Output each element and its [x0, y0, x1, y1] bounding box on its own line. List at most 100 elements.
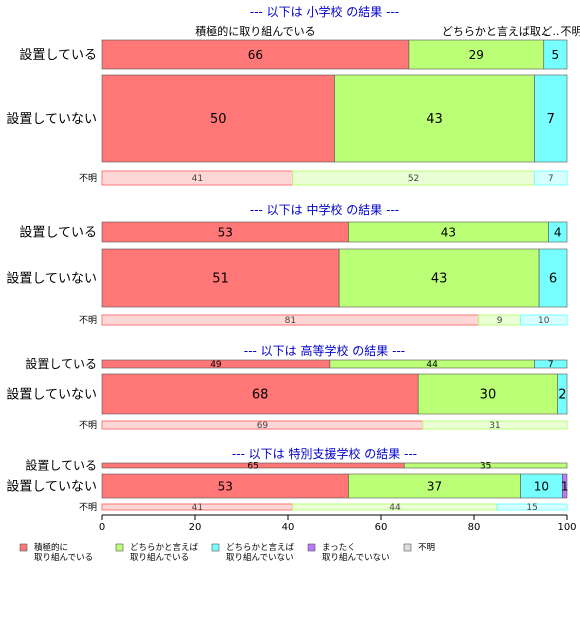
data-label: 30	[480, 388, 497, 403]
data-label: 7	[547, 112, 555, 127]
row-label: 設置していない	[6, 387, 97, 403]
bar-segment	[520, 473, 563, 499]
data-label: 53	[218, 479, 233, 493]
data-label: 41	[192, 174, 203, 184]
data-label: 15	[526, 503, 537, 513]
row-label: 設置している	[19, 225, 97, 241]
row-label: 不明	[79, 315, 97, 326]
panel-title-0: --- 以下は 小学校 の結果 ---	[250, 4, 399, 19]
legend-swatch	[403, 543, 412, 552]
bar-segment	[533, 170, 568, 186]
legend-label: 取り組んでいない	[322, 552, 390, 563]
bar-segment	[334, 74, 535, 163]
panel-title-1: --- 以下は 中学校 の結果 ---	[250, 202, 399, 217]
panel-title-3: --- 以下は 特別支援学校 の結果 ---	[232, 446, 417, 461]
data-label: 81	[285, 316, 296, 326]
legend-swatch	[115, 543, 124, 552]
row-label: 設置していない	[6, 271, 97, 287]
top-series-label: 不明..	[560, 25, 580, 38]
legend-label: 不明	[418, 543, 435, 553]
x-tick-label: 0	[99, 522, 105, 533]
bar-segment	[338, 248, 540, 308]
data-label: 68	[252, 388, 269, 403]
row-label: 設置している	[25, 458, 97, 473]
data-label: 44	[389, 503, 401, 513]
row-label: 設置していない	[6, 111, 97, 127]
data-label: 7	[548, 360, 554, 370]
bar-segment	[408, 39, 545, 70]
bar-segment-tint	[534, 171, 567, 185]
top-series-label: ど..	[541, 25, 559, 38]
data-label: 7	[548, 174, 554, 184]
data-label: 52	[408, 174, 419, 184]
data-label: 31	[489, 421, 500, 431]
bar-segment	[548, 221, 568, 243]
bar-segment-tint	[102, 315, 479, 325]
row-label: 不明	[79, 173, 97, 184]
bar-segment-tint	[292, 504, 498, 510]
data-label: 69	[257, 421, 269, 431]
data-label: 10	[534, 479, 549, 493]
data-label: 5	[552, 48, 560, 62]
bar-segment-tint	[292, 171, 535, 185]
x-tick-label: 80	[468, 522, 481, 533]
row-label: 設置している	[25, 356, 97, 371]
legend-label: 取り組んでいる	[130, 552, 189, 563]
bar-segment	[417, 373, 559, 415]
bar-segment	[534, 359, 568, 369]
bar-segment	[101, 373, 419, 415]
bar-segment	[422, 420, 568, 430]
bar-segment	[520, 314, 568, 326]
bar-segment-tint	[102, 421, 423, 429]
data-label: 66	[248, 48, 263, 62]
row-label: 不明	[79, 420, 97, 431]
x-tick-label: 20	[189, 522, 202, 533]
legend-swatch	[211, 543, 220, 552]
legend-label: まったく	[322, 543, 356, 553]
row-label: 設置していない	[6, 479, 97, 495]
bar-segment	[538, 248, 568, 308]
data-label: 49	[210, 360, 222, 370]
data-label: 51	[212, 272, 229, 287]
data-label: 43	[426, 112, 443, 127]
bar-segment-tint	[422, 421, 567, 429]
panel-title-2: --- 以下は 高等学校 の結果 ---	[244, 343, 405, 358]
bar-segment	[543, 39, 568, 70]
legend-swatch	[19, 543, 28, 552]
bar-segment	[348, 473, 521, 499]
x-tick-label: 100	[557, 522, 576, 533]
bar-segment-tint	[497, 504, 567, 510]
data-label: 43	[431, 272, 448, 287]
bar-segment	[101, 248, 340, 308]
bar-segment-tint	[102, 504, 293, 510]
x-tick-label: 60	[375, 522, 388, 533]
data-label: 41	[192, 503, 203, 513]
data-label: 43	[441, 225, 456, 239]
bar-segment	[557, 373, 568, 415]
bar-segment	[403, 462, 568, 469]
data-label: 2	[558, 388, 566, 403]
legend-label: 取り組んでいない	[226, 552, 294, 563]
data-label: 4	[554, 225, 562, 239]
data-label: 29	[469, 48, 484, 62]
bar-segment	[101, 39, 410, 70]
bar-segment	[101, 473, 349, 499]
legend-label: どちらかと言えば	[226, 542, 295, 553]
data-label: 35	[480, 462, 491, 472]
bar-segment-tint	[478, 315, 521, 325]
bar-segment	[101, 74, 335, 163]
data-label: 9	[497, 316, 503, 326]
data-label: 50	[210, 112, 227, 127]
bar-segment-tint	[102, 171, 293, 185]
legend-label: 積極的に	[34, 542, 68, 553]
bar-segment-tint	[520, 315, 567, 325]
row-label: 不明	[79, 502, 97, 513]
legend-label: 取り組んでいる	[34, 552, 93, 563]
legend-label: どちらかと言えば	[130, 542, 199, 553]
data-label: 53	[218, 225, 233, 239]
data-label: 6	[549, 272, 557, 287]
legend-swatch	[307, 543, 316, 552]
top-series-label: 積極的に取り組んでいる	[195, 24, 315, 38]
data-label: 65	[247, 462, 258, 472]
